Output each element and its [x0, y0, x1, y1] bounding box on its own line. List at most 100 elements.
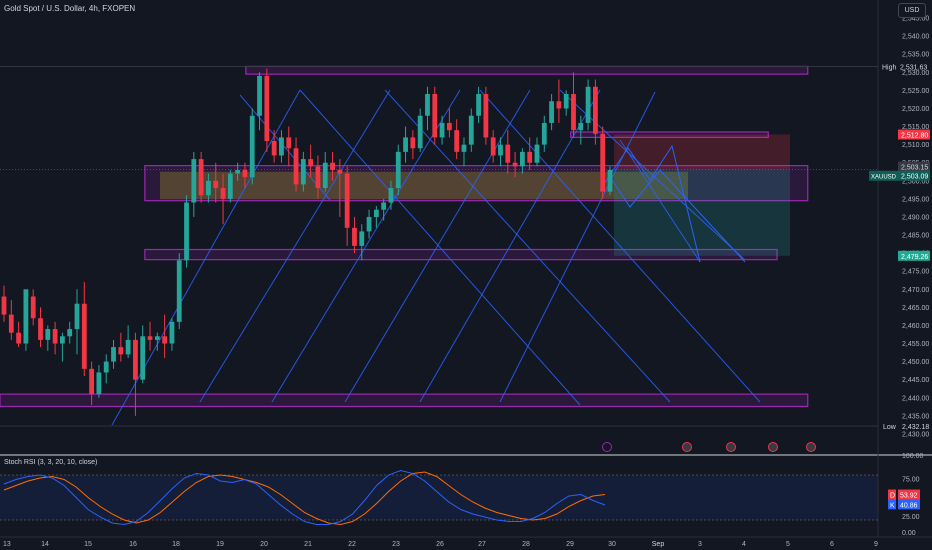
high-label: High — [882, 64, 897, 71]
time-tick-label: 21 — [304, 541, 312, 548]
time-tick-label: 29 — [566, 541, 574, 548]
candle-body — [527, 151, 533, 163]
projection-path — [611, 169, 746, 263]
time-tick-label: 5 — [786, 541, 790, 548]
low-label-bg — [880, 421, 898, 432]
candle-body — [439, 122, 445, 138]
candle-body — [549, 101, 554, 123]
trend-line — [419, 89, 601, 403]
candle-body — [198, 159, 204, 196]
stoch-k-line — [3, 469, 606, 526]
price-tick-label: 2,440.00 — [902, 395, 929, 402]
candle-body — [512, 162, 518, 167]
candle-body — [417, 115, 423, 149]
candle-body — [352, 227, 357, 246]
price-tick-label: 2,490.00 — [902, 214, 929, 221]
sr-zone — [245, 65, 809, 75]
candle-body — [607, 169, 613, 192]
candle-body — [476, 94, 481, 116]
candle-body — [432, 94, 438, 138]
candle-body — [227, 173, 233, 199]
trend-line — [299, 89, 581, 406]
candle-body — [38, 318, 43, 340]
time-tick-label: 15 — [84, 541, 92, 548]
event-marker-icon[interactable] — [768, 442, 778, 452]
price-tick-label: 2,540.00 — [902, 34, 929, 41]
candle-body — [286, 137, 292, 149]
candle-body — [271, 141, 277, 156]
candle-body — [30, 296, 36, 319]
candle-body — [578, 122, 584, 131]
sr-zone — [0, 393, 809, 408]
candle-body — [483, 94, 489, 138]
stoch-k-value: 40.86 — [900, 502, 918, 509]
candle-body — [235, 169, 241, 174]
candle-body — [322, 162, 328, 189]
time-tick-label: 3 — [698, 541, 702, 548]
time-tick-label: 28 — [522, 541, 530, 548]
candle-body — [45, 329, 51, 340]
currency-button[interactable]: USD — [898, 3, 926, 18]
stoch-band — [0, 475, 878, 520]
candle-body — [505, 144, 511, 163]
price-tick-label: 2,435.00 — [902, 413, 929, 420]
trend-line — [559, 89, 746, 261]
trend-line — [199, 89, 391, 403]
d-label-bg — [888, 489, 896, 500]
candle-body — [60, 336, 65, 344]
candle-body — [308, 159, 314, 167]
candle-body — [1, 296, 7, 315]
event-marker-icon[interactable] — [682, 442, 692, 452]
candle-body — [147, 336, 153, 340]
entry-price-tag: 2,503.15 — [901, 165, 928, 172]
candle-body — [96, 372, 102, 395]
candle-body — [169, 321, 175, 344]
low-value: 2,432.18 — [902, 424, 929, 431]
price-tick-label: 2,495.00 — [902, 196, 929, 203]
symbol-tag: XAUUSD — [871, 175, 897, 181]
candle-body — [293, 148, 299, 185]
candle-body — [519, 151, 525, 167]
candle-body — [395, 151, 401, 189]
price-tick-label: 2,485.00 — [902, 233, 929, 240]
candle-body — [600, 133, 606, 192]
time-tick-label: 30 — [608, 541, 616, 548]
time-tick-label: 22 — [348, 541, 356, 548]
chart-title: Gold Spot / U.S. Dollar, 4h, FXOPEN — [4, 4, 136, 13]
trend-line — [499, 91, 656, 403]
time-tick-label: 13 — [3, 541, 11, 548]
candle-body — [541, 122, 547, 145]
price-tick-label: 2,445.00 — [902, 377, 929, 384]
candle-body — [206, 180, 211, 196]
stoch-d-label: D — [890, 493, 895, 500]
oscillator-scale-label: 100.00 — [902, 453, 924, 460]
trend-line — [239, 94, 331, 201]
price-tick-label: 2,515.00 — [902, 124, 929, 131]
target-price-tag: 2,479.26 — [901, 254, 928, 261]
candle-body — [8, 314, 14, 333]
time-tick-label: 27 — [478, 541, 486, 548]
candle-body — [446, 122, 452, 131]
candle-body — [176, 260, 182, 322]
event-marker-icon[interactable] — [726, 442, 736, 452]
price-tick-label: 2,510.00 — [902, 142, 929, 149]
supply-demand-zone — [160, 171, 688, 200]
event-marker-icon[interactable] — [806, 442, 816, 452]
price-tick-label: 2,430.00 — [902, 431, 929, 438]
event-marker-icon[interactable] — [602, 442, 612, 452]
price-tick-label: 2,470.00 — [902, 287, 929, 294]
time-tick-label: 20 — [260, 541, 268, 548]
symbol-price: 2,503.09 — [901, 174, 928, 181]
oscillator-scale-label: 25.00 — [902, 514, 920, 521]
candle-body — [373, 209, 379, 217]
candle-body — [461, 144, 467, 152]
candle-body — [220, 188, 226, 199]
price-tick-label: 2,455.00 — [902, 341, 929, 348]
oscillator-scale-label: 75.00 — [902, 476, 920, 483]
stoch-d-value: 53.92 — [900, 493, 918, 500]
price-tick-label: 2,535.00 — [902, 52, 929, 59]
candle-body — [184, 202, 189, 261]
trend-line — [344, 89, 531, 403]
time-tick-label: 23 — [392, 541, 400, 548]
